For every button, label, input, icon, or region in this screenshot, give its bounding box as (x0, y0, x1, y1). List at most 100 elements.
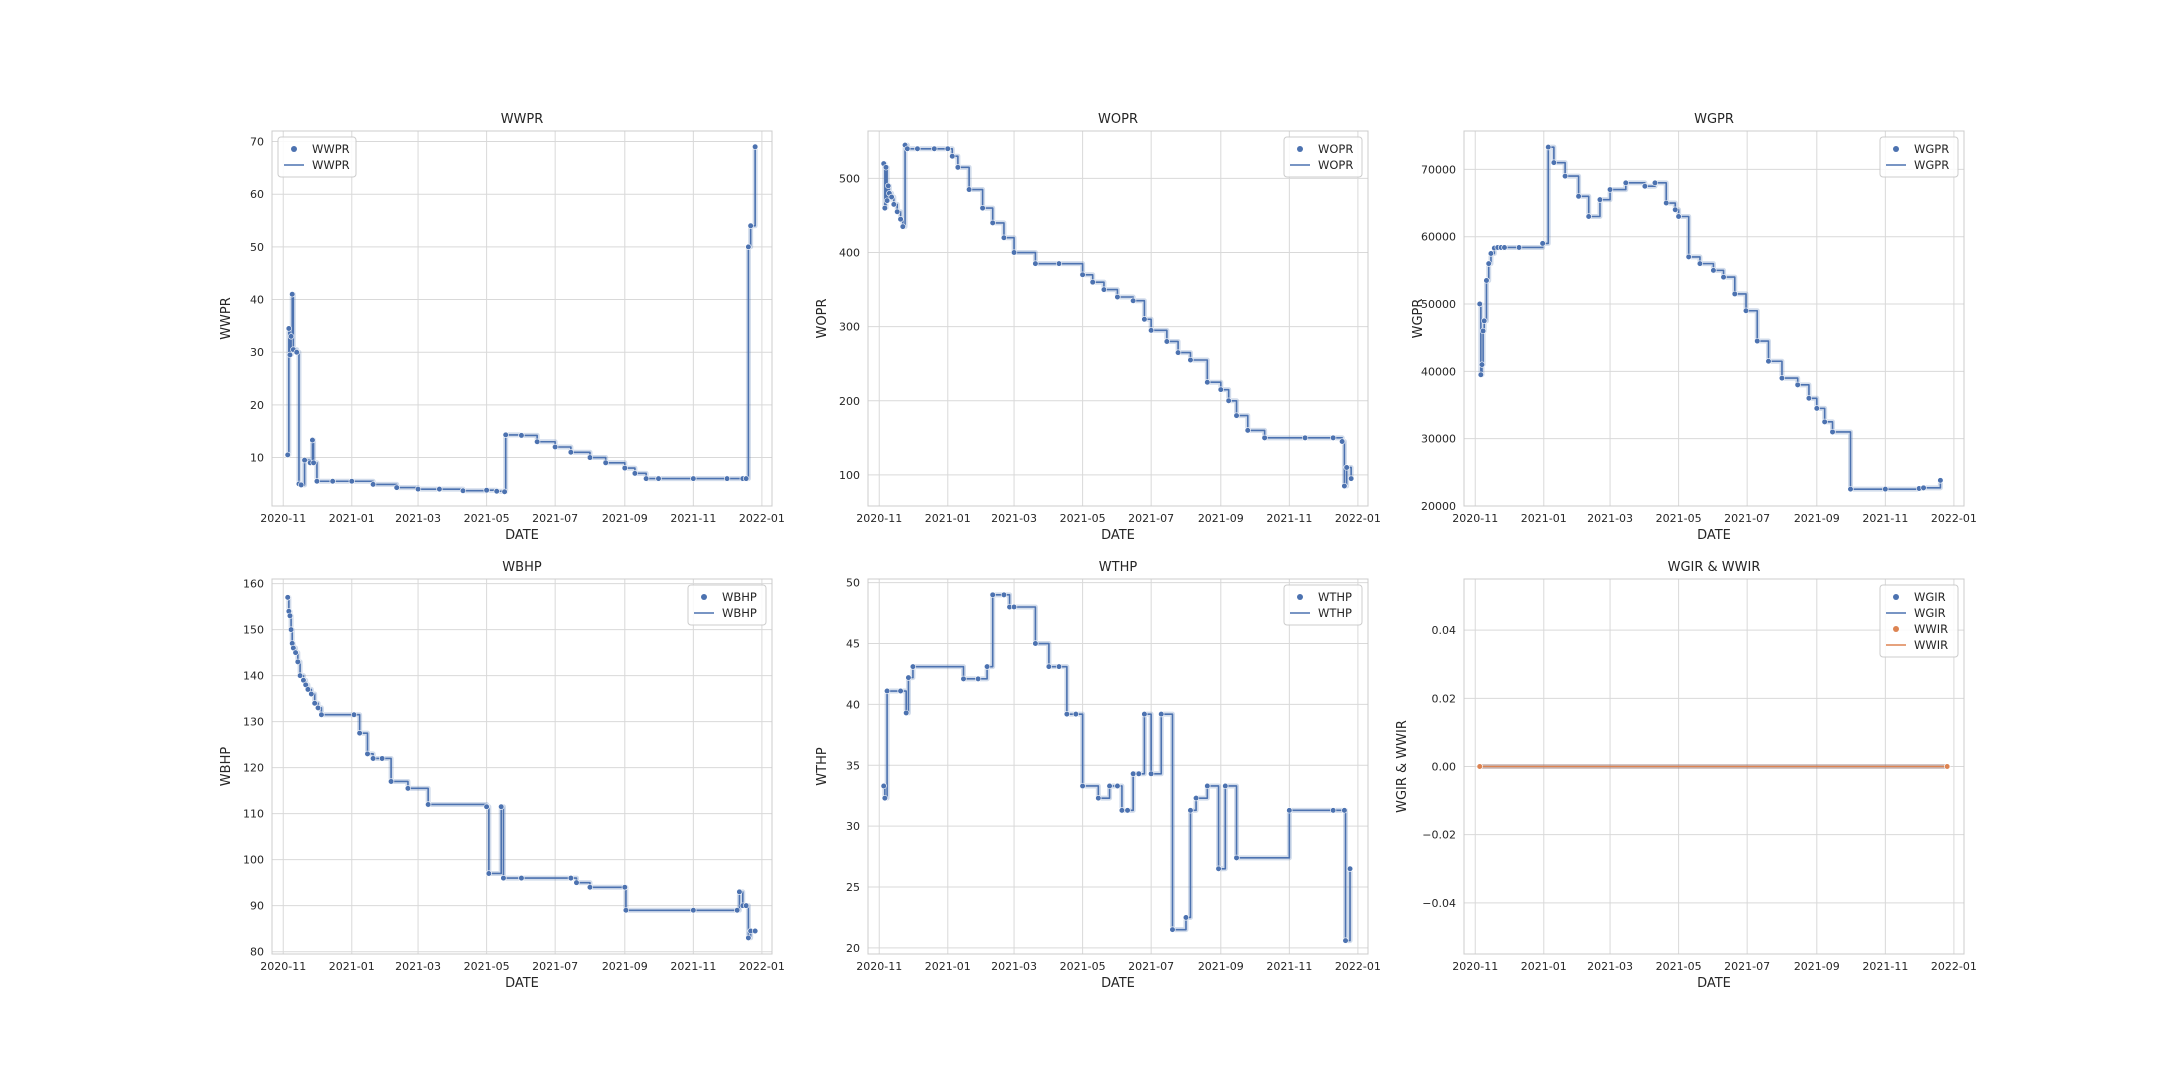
panel-wthp-xtick-label: 2021-11 (1266, 960, 1312, 973)
panel-wbhp-point (292, 649, 299, 656)
panel-wthp-point (1000, 591, 1008, 598)
panel-wthp-point (1342, 937, 1349, 944)
panel-wwpr-point (301, 457, 308, 464)
panel-wgpr-point (1539, 240, 1546, 247)
panel-wbhp-point (567, 874, 574, 882)
panel-wwpr-point (643, 475, 650, 482)
panel-wwpr-point (502, 431, 509, 438)
panel-wgpr: 2020-11 2021-01 2021-03 2021-05 2021-07 2021-… (1411, 112, 1977, 543)
panel-wgpr-xtick-label: 2021-03 (1587, 512, 1633, 525)
panel-wthp-point (1118, 807, 1126, 814)
panel-wbhp-xtick-label: 2021-03 (395, 960, 441, 973)
panel-wwpr-point (743, 475, 750, 482)
panel-wgpr-xtick-label: 2021-01 (1521, 512, 1567, 525)
panel-wthp-xtick-label: 2021-07 (1128, 960, 1174, 973)
panel-wgpr-point (1545, 144, 1552, 151)
panel-wbhp-ytick-label: 130 (243, 716, 264, 729)
panel-wthp-point (984, 663, 991, 670)
panel-wopr-xtick-label: 2021-01 (925, 512, 971, 525)
panel-wwpr-point (288, 333, 295, 340)
panel-wgpr-ytick-label: 20000 (1421, 500, 1456, 513)
panel-wopr-point (1100, 286, 1108, 293)
panel-wwpr: 2020-11 2021-01 2021-03 2021-05 2021-07 2021-… (219, 112, 785, 543)
panel-wgir-wwir-xtick-label: 2021-05 (1656, 960, 1702, 973)
panel-wopr-point (1163, 338, 1170, 345)
panel-wwpr-legend-box (277, 136, 357, 178)
panel-wgpr-legend-marker (1893, 146, 1899, 152)
panel-wthp-point (1079, 782, 1086, 790)
panel-wthp-legend: WTHP WTHP (1283, 584, 1363, 626)
panel-wgpr-point (1515, 244, 1523, 251)
panel-wwpr-point (534, 438, 541, 445)
panel-wopr-point (966, 186, 973, 193)
panel-wbhp-point (318, 711, 325, 718)
panel-wgpr-point (1481, 317, 1488, 324)
panel-wopr-point (944, 145, 951, 152)
panel-wgir-wwir-xlabel: DATE (1697, 976, 1731, 991)
panel-wwpr-point (752, 143, 759, 150)
panel-wgpr-point (1731, 290, 1738, 298)
panel-wwpr-xlabel: DATE (505, 528, 539, 543)
panel-wgir-wwir-frame (1463, 578, 1965, 955)
panel-wwpr-ylabel: WWPR (219, 297, 234, 340)
panel-wwpr-point (329, 478, 336, 485)
panel-wgpr-point (1550, 159, 1557, 166)
panel-wbhp-legend: WBHP WBHP (687, 584, 767, 626)
panel-wopr-point (1233, 412, 1240, 419)
panel-wgpr-point (1487, 250, 1495, 257)
panel-wgpr-xtick-label: 2021-11 (1862, 512, 1908, 525)
panel-wbhp-point (745, 934, 752, 941)
panel-wgpr-point (1829, 428, 1836, 436)
panel-wgir-wwir-legend-label: WWIR (1914, 622, 1948, 636)
panel-wthp-xtick-label: 2021-05 (1060, 960, 1106, 973)
panel-wgir-wwir: 2020-11 2021-01 2021-03 2021-05 2021-07 2021-… (1395, 560, 1977, 991)
panel-wgpr-point (1920, 484, 1927, 491)
panel-wgpr-ytick-label: 70000 (1421, 163, 1456, 176)
panel-wgir-wwir-legend-marker (1893, 594, 1899, 600)
panel-wthp-point (1010, 603, 1018, 611)
panel-wbhp-point (350, 711, 358, 718)
panel-wwpr-point (631, 470, 639, 477)
panel-wgpr-series-wgpr (1476, 144, 1944, 493)
panel-wopr-point (1225, 397, 1232, 404)
panel-wopr-point (1187, 356, 1194, 364)
panel-wbhp-point (311, 700, 318, 707)
panel-wwpr-point (747, 222, 754, 229)
panel-wthp-point (1045, 663, 1052, 670)
panel-wbhp-point (379, 755, 386, 762)
panel-wwpr-ytick-label: 10 (250, 452, 264, 465)
panel-wgpr-point (1480, 327, 1487, 335)
panel-wgpr-point (1882, 486, 1889, 493)
panel-wwpr-title: WWPR (501, 112, 544, 127)
panel-wbhp-point (498, 803, 505, 810)
panel-wthp-point (1135, 770, 1142, 777)
panel-wgir-wwir-point (1476, 763, 1483, 770)
panel-wbhp-xtick-label: 2022-01 (739, 960, 785, 973)
panel-wbhp-legend-label: WBHP (722, 606, 757, 620)
panel-wwpr-legend-label: WWPR (312, 158, 350, 172)
panel-wopr-point (1000, 234, 1008, 241)
panel-wgpr-ytick-label: 40000 (1421, 365, 1456, 378)
panel-wthp-title: WTHP (1099, 560, 1138, 575)
panel-wbhp-point (586, 884, 594, 891)
panel-wopr-point (954, 164, 961, 171)
panel-wopr-title: WOPR (1098, 112, 1138, 127)
panel-wthp-point (989, 591, 996, 598)
panel-wthp-point (897, 687, 904, 695)
panel-wwpr-xtick-label: 2021-11 (670, 512, 716, 525)
panel-wwpr-point (414, 486, 422, 493)
panel-wopr-point (1089, 279, 1096, 286)
panel-wopr-point (890, 201, 897, 208)
panel-wwpr-plot-area (272, 131, 772, 506)
panel-wopr-point (1301, 434, 1309, 441)
panel-wgir-wwir-xtick-label: 2021-03 (1587, 960, 1633, 973)
panel-wbhp-point (622, 907, 630, 914)
panel-wwpr-xtick-label: 2021-01 (329, 512, 375, 525)
panel-wopr: 2020-11 2021-01 2021-03 2021-05 2021-07 2021-… (815, 112, 1381, 543)
panel-wwpr-point (690, 475, 697, 482)
panel-wbhp-point (736, 888, 743, 895)
panel-wwpr-legend: WWPR WWPR (277, 136, 357, 178)
panel-wgpr-point (1720, 273, 1727, 281)
panel-wopr-xtick-label: 2021-05 (1060, 512, 1106, 525)
panel-wbhp-plot-area (272, 579, 772, 954)
